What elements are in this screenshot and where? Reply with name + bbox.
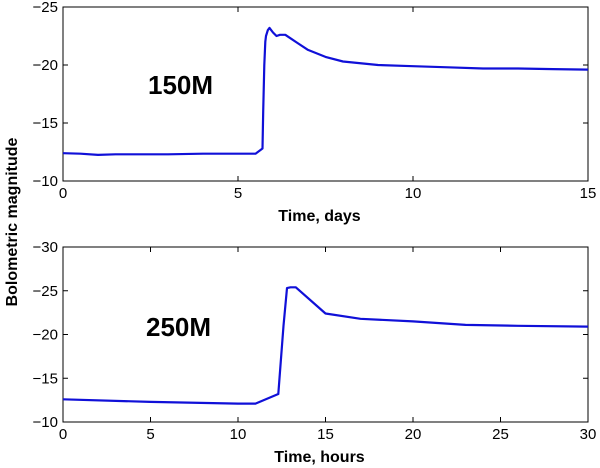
- chart-0-y-tick-label-1: −20: [33, 57, 58, 74]
- chart-0-x-tick-label-1: 5: [234, 185, 242, 202]
- chart-1-x-tick-label-3: 15: [317, 426, 334, 443]
- chart-1-y-tick-label-3: −15: [33, 370, 58, 387]
- chart-1-x-tick-label-4: 20: [405, 426, 422, 443]
- chart-0-x-tick-label-2: 10: [405, 185, 422, 202]
- chart-0-x-tick-label-0: 0: [59, 185, 67, 202]
- shared-y-axis-label: Bolometric magnitude: [4, 137, 21, 306]
- chart-1-y-tick-label-1: −25: [33, 283, 58, 300]
- chart-1-x-axis-label: Time, hours: [274, 449, 364, 466]
- chart-1-x-tick-label-5: 25: [492, 426, 509, 443]
- chart-0-series-line-0: [62, 26, 589, 156]
- chart-panel-250M: 0 5 10 15 20 25 30 −30 −25 −20 −15 −10 250M Time, hou…: [33, 239, 597, 466]
- chart-1-mass-annotation: 250M: [146, 312, 211, 342]
- chart-0-x-tick-label-3: 15: [580, 185, 597, 202]
- chart-1-x-tick-label-2: 10: [230, 426, 247, 443]
- chart-0-plot-frame: [62, 6, 589, 182]
- chart-0-y-tick-label-0: −25: [33, 0, 58, 16]
- chart-0-mass-annotation: 150M: [148, 70, 213, 100]
- chart-1-y-tick-label-2: −20: [33, 327, 58, 344]
- chart-1-x-tick-label-0: 0: [59, 426, 67, 443]
- chart-1-y-tick-label-0: −30: [33, 239, 58, 256]
- chart-1-x-tick-label-6: 30: [580, 426, 597, 443]
- chart-panel-150M: 0 5 10 15 −25 −20 −15 −10 150M Time, days: [33, 0, 597, 225]
- chart-1-plot-frame: [62, 246, 589, 423]
- chart-1-x-tick-label-1: 5: [146, 426, 154, 443]
- chart-0-y-tick-label-3: −10: [33, 173, 58, 190]
- chart-1-y-tick-label-4: −10: [33, 414, 58, 431]
- chart-0-y-tick-label-2: −15: [33, 115, 58, 132]
- chart-1-series-line-0: [62, 286, 589, 405]
- chart-0-x-axis-label: Time, days: [278, 208, 361, 225]
